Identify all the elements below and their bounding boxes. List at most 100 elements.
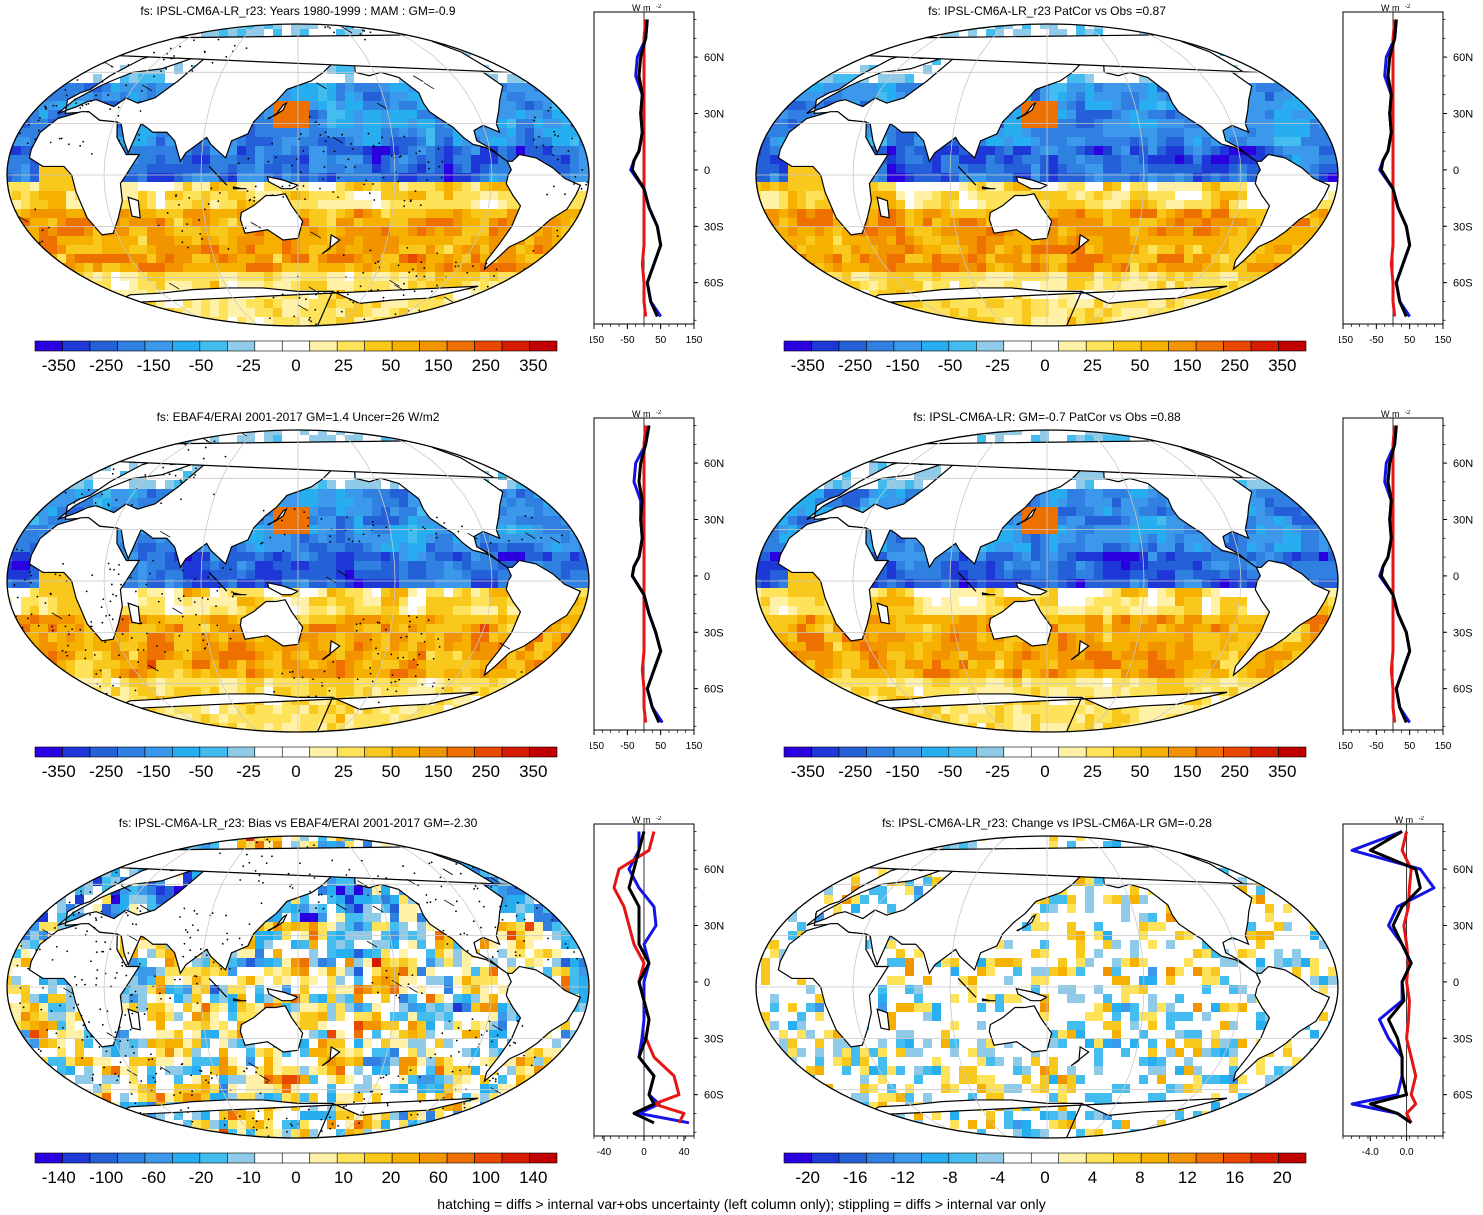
colorbar-swatch (783, 1152, 812, 1164)
profile-lat-tick: 30N (704, 920, 724, 932)
panel-title: fs: EBAF4/ERAI 2001-2017 GM=1.4 Uncer=26… (156, 410, 440, 424)
colorbar-swatch (1250, 1152, 1279, 1164)
colorbar-label: 250 (1220, 762, 1249, 781)
colorbar-swatch (172, 1152, 201, 1164)
profile-lat-tick: 60S (704, 278, 724, 290)
colorbar-swatch (199, 340, 228, 352)
profile-x-tick: -150 (1339, 335, 1353, 346)
profile-units: W m (1381, 4, 1400, 13)
colorbar-swatch (783, 340, 812, 352)
colorbar-swatch (117, 1152, 146, 1164)
colorbar-swatch (227, 340, 256, 352)
profile-series-line (627, 831, 656, 1125)
profile-x-tick: -50 (1369, 335, 1384, 346)
colorbar-swatch (948, 746, 977, 758)
profile-units-sup: -2 (656, 410, 662, 416)
colorbar-swatch (336, 340, 365, 352)
profile-series-line (1378, 425, 1412, 724)
colorbar-swatch (1140, 1152, 1169, 1164)
colorbar-swatch (783, 746, 812, 758)
colorbar-swatch (1168, 340, 1197, 352)
colorbar-swatch (921, 746, 950, 758)
profile-x-tick: 50 (1404, 741, 1416, 752)
colorbar-label: -250 (838, 356, 873, 375)
colorbar-swatch (474, 340, 503, 352)
colorbar-label: -250 (89, 762, 124, 781)
colorbar-label: -50 (937, 356, 963, 375)
colorbar-label: 4 (1087, 1168, 1098, 1187)
profile-series-line (630, 425, 664, 724)
colorbar-swatch (1278, 746, 1307, 758)
colorbar-swatch (1113, 746, 1142, 758)
colorbar-2 (34, 746, 558, 758)
colorbar-swatch (976, 340, 1005, 352)
colorbar-label: -150 (885, 762, 920, 781)
colorbar-swatch (1168, 1152, 1197, 1164)
colorbar-swatch (364, 340, 393, 352)
colorbar-label: 0 (1040, 356, 1050, 375)
profile-series-line (1350, 830, 1436, 1125)
colorbar-swatch (811, 746, 840, 758)
colorbar-label: -25 (985, 356, 1010, 375)
colorbar-label: 25 (1082, 762, 1102, 781)
profile-lat-tick: 30S (704, 1033, 724, 1045)
profile-x-tick: 150 (1435, 335, 1452, 346)
colorbar-swatch (1140, 340, 1169, 352)
colorbar-label: 0 (291, 762, 301, 781)
colorbar-swatch (62, 340, 91, 352)
profile-series-line (1389, 19, 1397, 317)
profile-units-sup: -2 (1405, 410, 1411, 416)
profile-units: W m (632, 816, 651, 825)
colorbar-swatch (1223, 746, 1252, 758)
colorbar-label: -50 (188, 762, 214, 781)
zonal-profile-0: W m -2 60N 30N 0 30S 60S -150 -50 50 150 (590, 4, 724, 346)
colorbar-label: 150 (424, 356, 453, 375)
map-1 (755, 23, 1339, 327)
colorbar-label: 150 (424, 762, 453, 781)
colorbar-swatch (948, 340, 977, 352)
colorbar-label: -16 (842, 1168, 868, 1187)
colorbar-label: -60 (141, 1168, 166, 1187)
profile-series-line (612, 831, 686, 1124)
colorbar-label: -20 (795, 1168, 820, 1187)
colorbar-label: -150 (136, 356, 171, 375)
profile-x-tick: -40 (597, 1147, 612, 1158)
colorbar-swatch (309, 1152, 338, 1164)
colorbar-swatch (34, 1152, 63, 1164)
profile-units-sup: -2 (1419, 816, 1425, 822)
colorbar-label: 150 (1173, 762, 1202, 781)
colorbar-swatch (309, 746, 338, 758)
colorbar-swatch (1140, 746, 1169, 758)
colorbar-0 (34, 340, 558, 352)
profile-lat-tick: 60N (704, 52, 724, 64)
profile-x-tick: -150 (590, 741, 604, 752)
profile-units-sup: -2 (1405, 4, 1411, 10)
colorbar-swatch (1250, 746, 1279, 758)
colorbar-swatch (529, 340, 558, 352)
zonal-profile-2: W m -2 60N 30N 0 30S 60S -150 -50 50 150 (590, 410, 724, 752)
colorbar-4 (34, 1152, 558, 1164)
profile-lat-tick: 0 (1453, 571, 1459, 583)
profile-lat-tick: 30S (704, 627, 724, 639)
colorbar-5 (783, 1152, 1307, 1164)
profile-lat-tick: 0 (1453, 165, 1459, 177)
colorbar-label: 20 (381, 1168, 401, 1187)
colorbar-swatch (419, 746, 448, 758)
colorbar-swatch (1223, 1152, 1252, 1164)
colorbar-swatch (1058, 1152, 1087, 1164)
profile-x-tick: -150 (590, 335, 604, 346)
colorbar-swatch (62, 1152, 91, 1164)
colorbar-label: -8 (942, 1168, 958, 1187)
colorbar-swatch (529, 1152, 558, 1164)
colorbar-swatch (838, 746, 867, 758)
colorbar-label: -4 (989, 1168, 1006, 1187)
colorbar-label: 25 (333, 356, 353, 375)
profile-lat-tick: 30N (1453, 108, 1473, 120)
colorbar-label: 8 (1135, 1168, 1145, 1187)
colorbar-label: 250 (471, 762, 500, 781)
profile-lat-tick: 30N (1453, 514, 1473, 526)
profile-series-line (627, 831, 690, 1125)
colorbar-swatch (811, 1152, 840, 1164)
colorbar-swatch (391, 746, 420, 758)
colorbar-swatch (281, 1152, 311, 1164)
